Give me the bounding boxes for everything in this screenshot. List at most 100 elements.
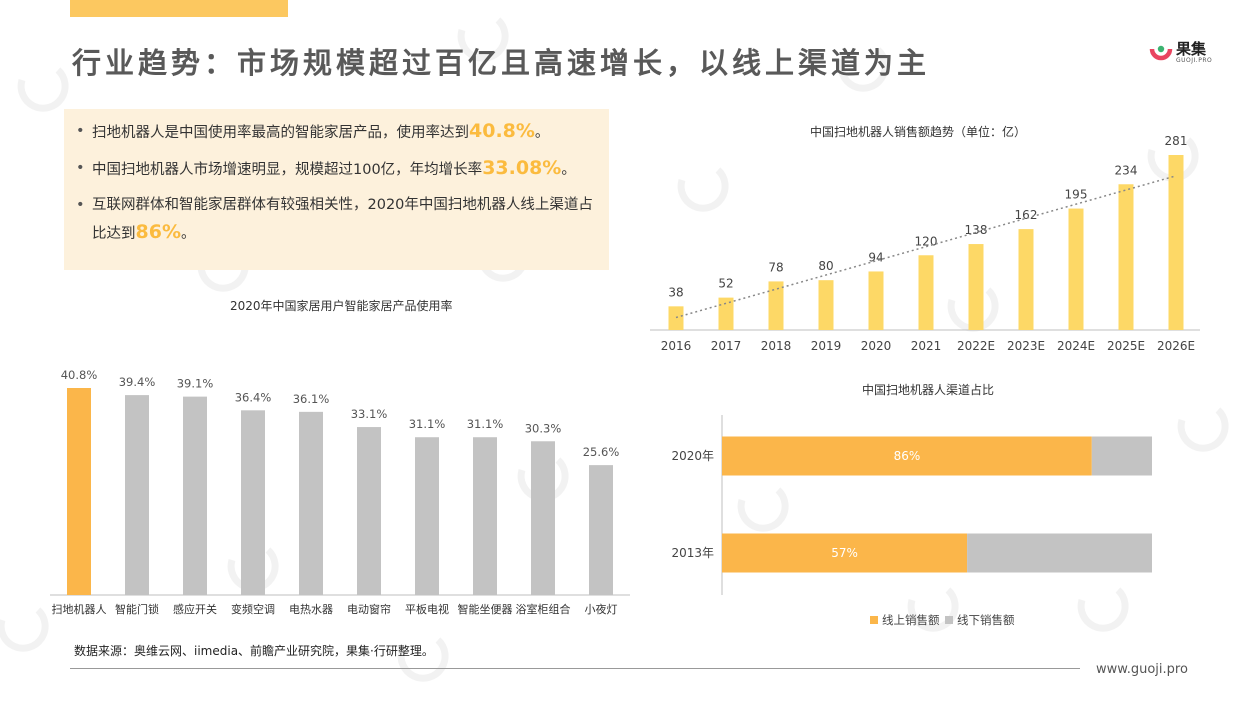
bar (1018, 229, 1034, 330)
watermark-icon (17, 67, 69, 112)
bar (768, 281, 784, 330)
trend-line (675, 175, 1177, 319)
data-label: 86% (894, 449, 921, 463)
tick-label: 2016 (661, 339, 692, 353)
tick-label: 2026E (1157, 339, 1195, 353)
bar (67, 388, 91, 595)
data-label: 120 (915, 234, 938, 248)
tick-label: 扫地机器人 (52, 602, 107, 616)
footer-url: www.guoji.pro (1096, 662, 1188, 677)
legend-swatch (870, 616, 878, 624)
sales-trend-chart: 3820165220177820188020199420201202021138… (650, 134, 1200, 353)
finding-text: 中国扫地机器人市场增速明显，规模超过100亿，年均增长率 (92, 162, 483, 178)
data-label: 39.1% (177, 377, 214, 391)
bar (868, 271, 884, 330)
usage-chart-title: 2020年中国家居用户智能家居产品使用率 (230, 299, 453, 313)
data-label: 25.6% (583, 445, 620, 459)
tick-label: 浴室柜组合 (516, 602, 571, 616)
tick-label: 2024E (1057, 339, 1095, 353)
legend-swatch (945, 616, 953, 624)
finding-suffix: 。 (534, 125, 550, 141)
data-label: 80 (818, 259, 833, 273)
tick-label: 智能坐便器 (458, 602, 513, 616)
bar (1168, 155, 1184, 330)
tick-label: 智能门锁 (115, 602, 159, 616)
data-label: 30.3% (525, 421, 562, 435)
finding-highlight: 33.08% (482, 157, 562, 179)
tick-label: 2017 (711, 339, 742, 353)
bar (357, 427, 381, 595)
tick-label: 2025E (1107, 339, 1145, 353)
bar (818, 280, 834, 330)
tick-label: 感应开关 (173, 602, 217, 616)
data-label: 195 (1065, 188, 1088, 202)
tick-label: 小夜灯 (585, 602, 618, 616)
logo-name: 果集 (1176, 40, 1207, 58)
bar (473, 437, 497, 595)
sales-chart-title: 中国扫地机器人销售额趋势（单位：亿） (810, 125, 1027, 139)
bar (589, 465, 613, 595)
data-label: 281 (1165, 134, 1188, 148)
data-label: 38 (668, 285, 683, 299)
brand-logo: 果集 GUOJI.PRO (1148, 38, 1228, 68)
bar (1118, 184, 1134, 330)
tick-label: 平板电视 (405, 602, 449, 616)
data-label: 36.1% (293, 392, 330, 406)
page-title: 行业趋势：市场规模超过百亿且高速增长，以线上渠道为主 (72, 46, 931, 80)
data-source-note: 数据来源：奥维云网、iimedia、前瞻产业研究院，果集·行研整理。 (74, 644, 434, 658)
data-label: 52 (718, 277, 733, 291)
bar (299, 411, 323, 595)
bar (531, 441, 555, 595)
watermark-icon (0, 607, 49, 652)
finding-item: 中国扫地机器人市场增速明显，规模超过100亿，年均增长率33.08%。 (76, 155, 597, 184)
finding-suffix: 。 (561, 162, 576, 178)
usage-rate-chart: 40.8% 扫地机器人 39.4% 智能门锁 39.1% 感应开关 36.4% 变频空调 36.… (50, 368, 630, 616)
top-accent-bar (70, 0, 288, 17)
bar-segment (1091, 436, 1152, 476)
bar-segment (722, 533, 968, 573)
data-label: 36.4% (235, 390, 272, 404)
finding-item: 扫地机器人是中国使用率最高的智能家居产品，使用率达到40.8%。 (76, 118, 597, 147)
logo-icon (1149, 45, 1173, 61)
channel-chart-title: 中国扫地机器人渠道占比 (862, 383, 995, 397)
bar (183, 396, 207, 595)
finding-text: 扫地机器人是中国使用率最高的智能家居产品，使用率达到 (92, 125, 469, 141)
bar (241, 410, 265, 595)
data-label: 31.1% (467, 417, 504, 431)
data-label: 39.4% (119, 375, 156, 389)
tick-label: 2022E (957, 339, 995, 353)
tick-label: 电动窗帘 (347, 602, 391, 616)
legend-label: 线下销售额 (957, 613, 1015, 627)
finding-highlight: 86% (135, 221, 181, 243)
bar-segment (967, 533, 1152, 573)
tick-label: 2018 (761, 339, 792, 353)
data-label: 33.1% (351, 407, 388, 421)
footer-divider (70, 668, 1080, 669)
bar (1068, 208, 1084, 330)
data-label: 57% (831, 546, 858, 560)
key-findings-box: 扫地机器人是中国使用率最高的智能家居产品，使用率达到40.8%。 中国扫地机器人… (64, 109, 609, 270)
tick-label: 变频空调 (231, 602, 275, 616)
logo-subtitle: GUOJI.PRO (1176, 57, 1213, 64)
bar (918, 255, 934, 330)
data-label: 162 (1015, 208, 1038, 222)
legend-label: 线上销售额 (882, 613, 940, 627)
bar (415, 437, 439, 595)
data-label: 94 (868, 250, 883, 264)
tick-label: 2020 (861, 339, 892, 353)
finding-suffix: 。 (180, 226, 196, 242)
bar-segment (722, 436, 1092, 476)
data-label: 40.8% (61, 368, 98, 382)
data-label: 78 (768, 260, 783, 274)
bar (968, 244, 984, 330)
data-label: 234 (1115, 163, 1138, 177)
data-label: 31.1% (409, 417, 446, 431)
tick-label: 2021 (911, 339, 942, 353)
tick-label: 2019 (811, 339, 842, 353)
category-label: 2020年 (671, 449, 714, 463)
tick-label: 电热水器 (289, 603, 333, 616)
finding-highlight: 40.8% (469, 120, 535, 142)
tick-label: 2023E (1007, 339, 1045, 353)
bar (718, 297, 734, 330)
